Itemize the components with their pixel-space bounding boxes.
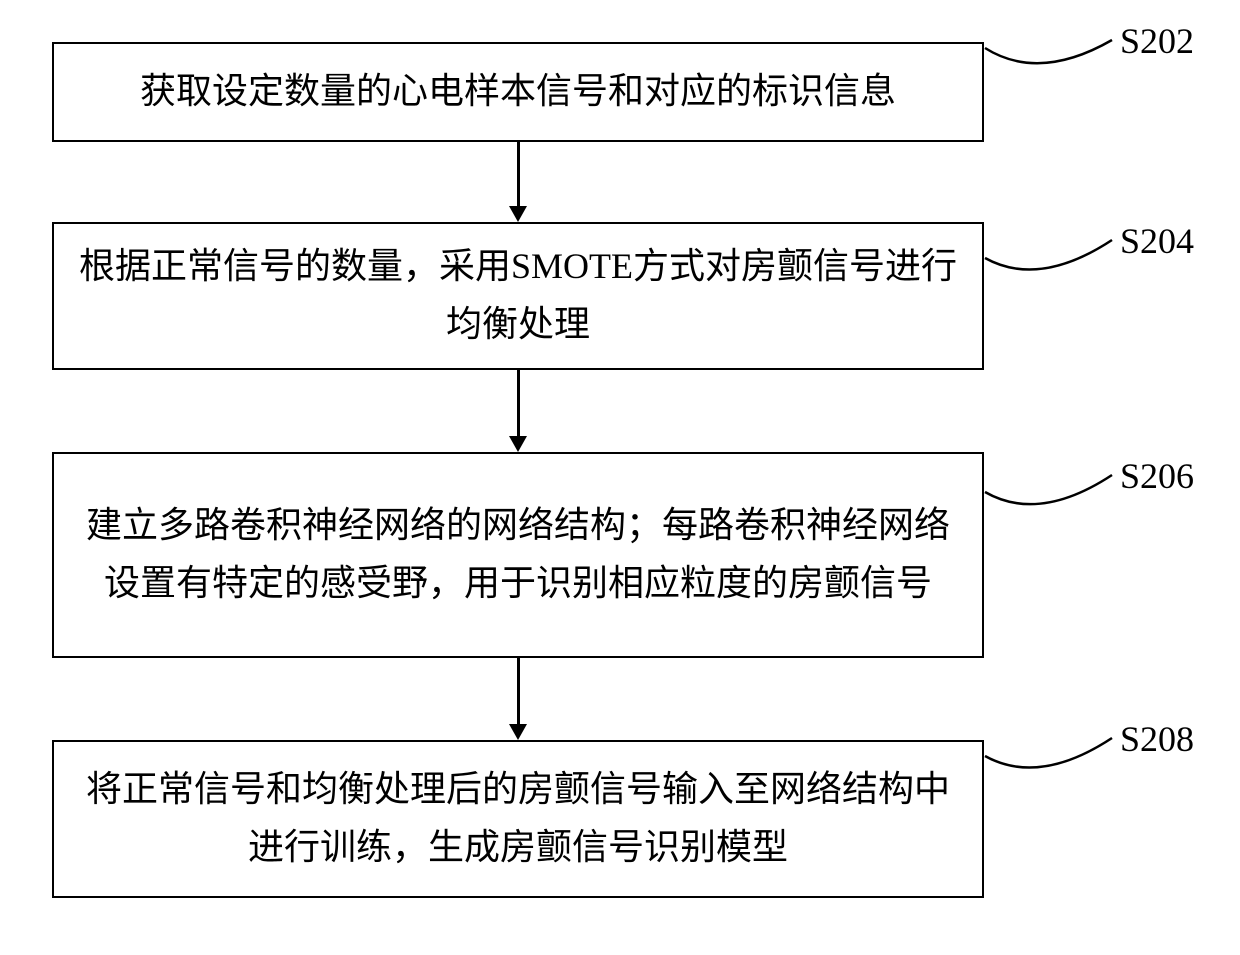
callout-s208 [984,718,1134,788]
callout-s206 [984,455,1134,525]
step-box-s202: 获取设定数量的心电样本信号和对应的标识信息 [52,42,984,142]
step-text-s204: 根据正常信号的数量，采用SMOTE方式对房颤信号进行均衡处理 [74,238,962,353]
arrowhead-s206-s208 [509,724,527,740]
step-label-s202: S202 [1120,20,1194,62]
step-text-s202: 获取设定数量的心电样本信号和对应的标识信息 [140,63,896,121]
step-label-s206: S206 [1120,455,1194,497]
arrowhead-s204-s206 [509,436,527,452]
step-box-s204: 根据正常信号的数量，采用SMOTE方式对房颤信号进行均衡处理 [52,222,984,370]
step-text-s208: 将正常信号和均衡处理后的房颤信号输入至网络结构中进行训练，生成房颤信号识别模型 [74,761,962,876]
callout-s202 [984,20,1134,90]
step-box-s208: 将正常信号和均衡处理后的房颤信号输入至网络结构中进行训练，生成房颤信号识别模型 [52,740,984,898]
callout-s204 [984,220,1134,290]
arrowhead-s202-s204 [509,206,527,222]
step-text-s206: 建立多路卷积神经网络的网络结构；每路卷积神经网络设置有特定的感受野，用于识别相应… [74,497,962,612]
step-box-s206: 建立多路卷积神经网络的网络结构；每路卷积神经网络设置有特定的感受野，用于识别相应… [52,452,984,658]
step-label-s208: S208 [1120,718,1194,760]
flowchart-container: 获取设定数量的心电样本信号和对应的标识信息 S202 根据正常信号的数量，采用S… [0,0,1240,955]
connector-s206-s208 [517,658,520,724]
connector-s202-s204 [517,142,520,206]
connector-s204-s206 [517,370,520,436]
step-label-s204: S204 [1120,220,1194,262]
